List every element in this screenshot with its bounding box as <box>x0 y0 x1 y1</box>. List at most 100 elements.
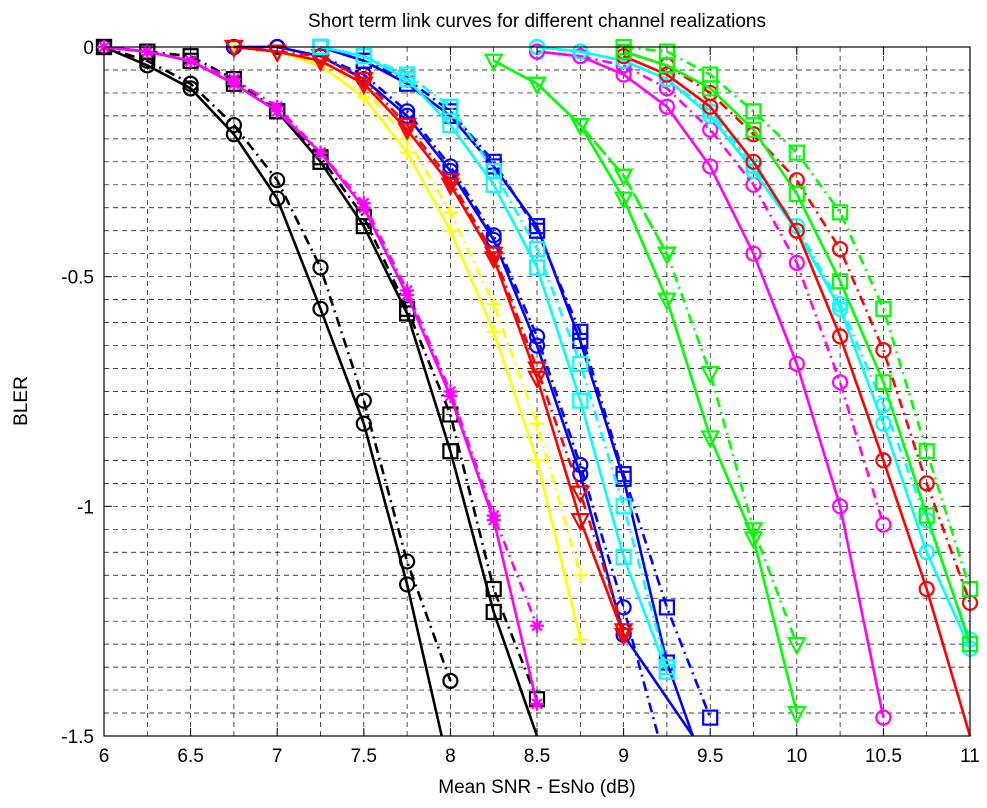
data-point-square <box>918 507 935 524</box>
data-point-square <box>788 144 805 161</box>
x-axis-label: Mean SNR - EsNo (dB) <box>438 777 635 798</box>
data-point-plus <box>573 632 588 647</box>
data-point-square <box>702 66 719 83</box>
series-26 <box>615 38 979 598</box>
data-point-circle <box>572 456 589 474</box>
series-11 <box>224 39 634 642</box>
data-point-circle <box>269 190 286 207</box>
x-tick-label: 7.5 <box>351 746 377 767</box>
data-point-triangle <box>527 76 547 96</box>
data-point-square <box>485 603 502 621</box>
data-point-triangle <box>483 53 504 73</box>
data-point-circle <box>658 98 676 115</box>
data-point-triangle <box>786 637 807 656</box>
data-point-triangle <box>657 292 677 311</box>
data-point-circle <box>918 544 935 561</box>
data-point-plus <box>400 145 415 160</box>
data-point-triangle <box>786 705 807 725</box>
data-point-square <box>615 466 632 483</box>
data-point-star <box>226 72 241 87</box>
data-point-circle <box>182 80 199 97</box>
data-point-star <box>486 508 501 523</box>
data-point-star <box>140 44 155 59</box>
data-point-triangle <box>570 117 591 137</box>
data-point-circle <box>745 153 762 170</box>
data-point-triangle <box>700 366 721 385</box>
data-point-plus <box>486 324 501 339</box>
data-point-circle <box>788 222 805 239</box>
data-point-triangle <box>613 623 634 642</box>
series-line <box>320 45 712 719</box>
x-tick-label: 6.5 <box>177 746 203 767</box>
data-point-circle <box>875 342 892 359</box>
series-line <box>320 45 669 673</box>
data-point-square <box>875 374 892 391</box>
data-point-square <box>355 218 372 235</box>
data-point-plus <box>443 223 458 238</box>
data-point-circle <box>788 254 805 271</box>
data-point-circle <box>702 103 719 120</box>
y-tick-label: 0 <box>83 38 94 59</box>
data-point-square <box>528 222 546 239</box>
x-tick-label: 9.5 <box>697 746 723 767</box>
x-tick-label: 9 <box>618 746 629 767</box>
data-point-plus <box>530 453 544 468</box>
data-point-triangle <box>397 117 417 137</box>
series-line <box>623 45 972 590</box>
data-point-triangle <box>613 191 634 210</box>
data-point-square <box>485 162 502 180</box>
data-point-square <box>572 323 589 340</box>
data-point-star <box>530 618 544 633</box>
data-point-circle <box>572 43 589 60</box>
series-line <box>233 45 625 636</box>
data-point-triangle <box>613 168 634 187</box>
y-tick-label: -0.5 <box>61 268 94 289</box>
data-point-triangle <box>483 246 504 266</box>
data-point-triangle <box>310 49 331 68</box>
series-1 <box>95 38 459 689</box>
data-point-square <box>745 103 762 120</box>
series-line <box>623 50 972 645</box>
data-point-square <box>528 241 546 258</box>
chart-title: Short term link curves for different cha… <box>308 11 766 32</box>
data-point-square <box>788 185 805 203</box>
data-point-circle <box>831 498 849 515</box>
data-point-circle <box>831 296 849 313</box>
data-point-star <box>270 99 285 114</box>
data-point-square <box>658 658 676 676</box>
data-point-circle <box>745 245 762 262</box>
data-point-square <box>485 580 502 598</box>
data-point-star <box>313 145 328 160</box>
series-line <box>103 45 443 737</box>
data-point-square <box>442 116 459 134</box>
data-point-triangle <box>570 485 591 504</box>
series-line <box>233 45 660 737</box>
series-line <box>623 55 972 737</box>
data-point-square <box>615 548 632 565</box>
data-point-square <box>702 709 719 726</box>
x-tick-label: 10.5 <box>865 746 902 767</box>
data-point-star <box>530 696 544 711</box>
data-point-circle <box>399 553 416 570</box>
data-point-circle <box>831 241 849 258</box>
data-point-square <box>615 498 632 515</box>
x-tick-label: 11 <box>960 746 980 767</box>
data-point-circle <box>831 328 849 345</box>
data-point-circle <box>875 452 892 469</box>
data-point-circle <box>918 475 935 492</box>
data-point-circle <box>745 158 762 175</box>
x-tick-label: 10 <box>786 746 807 767</box>
data-point-square <box>399 66 416 83</box>
data-point-star <box>443 384 458 399</box>
data-point-circle <box>528 328 546 345</box>
data-point-circle <box>312 300 329 317</box>
data-point-square <box>442 443 459 460</box>
data-point-plus <box>486 297 501 312</box>
series-line <box>233 45 625 631</box>
data-point-triangle <box>440 173 461 192</box>
series-6 <box>226 40 588 647</box>
series-line <box>536 50 885 526</box>
data-point-circle <box>442 672 459 689</box>
data-point-square <box>831 273 849 290</box>
